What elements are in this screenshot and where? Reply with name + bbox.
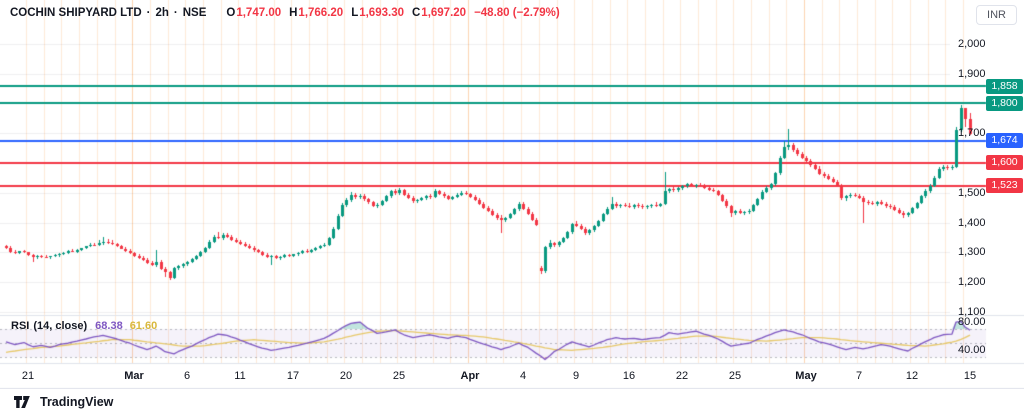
time-axis-month-label: Mar bbox=[124, 370, 144, 382]
high-label: H bbox=[289, 7, 298, 19]
time-axis-month-label: May bbox=[795, 370, 817, 382]
price-line-badge[interactable]: 1,600 bbox=[986, 155, 1023, 170]
price-line-badge[interactable]: 1,523 bbox=[986, 178, 1023, 193]
time-axis-day-label: 15 bbox=[963, 370, 977, 382]
low-label: L bbox=[351, 7, 359, 19]
time-axis-day-label: 6 bbox=[183, 370, 191, 382]
time-axis-day-label: 25 bbox=[392, 370, 406, 382]
time-axis-day-label: 9 bbox=[572, 370, 580, 382]
tradingview-logo-text: TradingView bbox=[40, 395, 114, 409]
currency-button[interactable]: INR bbox=[976, 5, 1017, 25]
header-separator: · bbox=[173, 7, 178, 19]
price-tick-label: 2,000 bbox=[958, 37, 986, 50]
change-value: −48.80 (−2.79%) bbox=[474, 7, 560, 19]
time-axis-day-label: 11 bbox=[234, 370, 246, 382]
close-value: 1,697.20 bbox=[421, 7, 467, 19]
time-axis-day-label: 21 bbox=[21, 370, 35, 382]
ohlc-values: O1,747.00 H1,766.20 L1,693.30 C1,697.20 −48.… bbox=[218, 7, 559, 19]
price-tick-label: 1,700 bbox=[958, 127, 986, 140]
rsi-params: (14, close) bbox=[33, 320, 88, 332]
symbol-name: COCHIN SHIPYARD LTD bbox=[10, 7, 142, 19]
time-axis-month-label: Apr bbox=[460, 370, 480, 382]
price-line-badge[interactable]: 1,858 bbox=[986, 79, 1023, 94]
time-axis-day-label: 16 bbox=[622, 370, 636, 382]
price-tick-label: 1,900 bbox=[958, 67, 986, 80]
price-tick-label: 1,300 bbox=[958, 246, 986, 259]
close-label: C bbox=[411, 7, 421, 19]
price-tick-label: 1,400 bbox=[958, 216, 986, 229]
price-tick-label: 1,200 bbox=[958, 276, 986, 289]
rsi-ma-value: 61.60 bbox=[129, 320, 158, 332]
price-tick-label: 1,100 bbox=[958, 306, 986, 319]
rsi-tick-label: 40.00 bbox=[958, 344, 986, 357]
open-value: 1,747.00 bbox=[236, 7, 282, 19]
open-label: O bbox=[226, 7, 236, 19]
time-axis-day-label: 22 bbox=[675, 370, 689, 382]
timeframe: 2h bbox=[155, 7, 169, 19]
symbol-header[interactable]: COCHIN SHIPYARD LTD · 2h · NSE O1,747.00 H1,76… bbox=[10, 7, 560, 19]
price-tick-label: 1,500 bbox=[958, 186, 986, 199]
time-axis-day-label: 20 bbox=[339, 370, 353, 382]
exchange: NSE bbox=[182, 7, 207, 19]
rsi-indicator-legend[interactable]: RSI (14, close) 68.38 61.60 bbox=[11, 320, 157, 332]
header-separator: · bbox=[146, 7, 151, 19]
time-axis-day-label: 17 bbox=[286, 370, 300, 382]
rsi-title: RSI bbox=[11, 320, 30, 332]
low-value: 1,693.30 bbox=[359, 7, 404, 19]
rsi-value: 68.38 bbox=[95, 320, 123, 332]
footer-bar: TradingView bbox=[0, 389, 1024, 416]
time-axis-day-label: 12 bbox=[905, 370, 919, 382]
price-line-badge[interactable]: 1,800 bbox=[986, 96, 1023, 111]
price-line-badge[interactable]: 1,674 bbox=[986, 133, 1023, 148]
tradingview-logo-icon bbox=[14, 395, 34, 409]
time-axis-day-label: 4 bbox=[519, 370, 527, 382]
tradingview-logo[interactable]: TradingView bbox=[14, 395, 113, 409]
rsi-tick-label: 80.00 bbox=[958, 316, 986, 329]
time-axis-day-label: 25 bbox=[728, 370, 742, 382]
high-value: 1,766.20 bbox=[298, 7, 344, 19]
candlestick-chart-canvas[interactable] bbox=[0, 0, 1024, 389]
time-axis-day-label: 7 bbox=[855, 370, 863, 382]
